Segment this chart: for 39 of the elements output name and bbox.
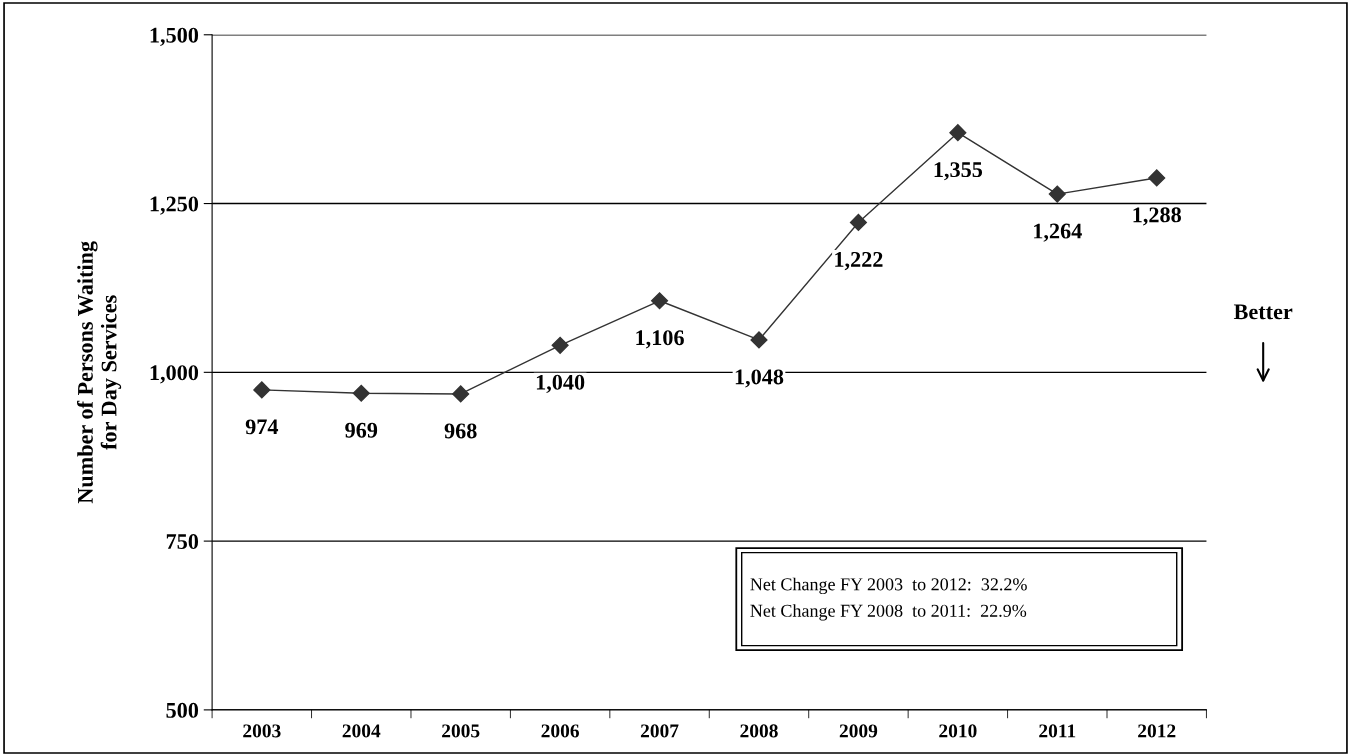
y-tick-label: 1,500 [150, 27, 199, 46]
point [750, 331, 768, 349]
x-tick-label: 2012 [1138, 724, 1176, 738]
y-tick-label: 500 [166, 702, 199, 718]
point [1048, 185, 1066, 203]
text: 1,106 [636, 330, 684, 349]
x-tick-label: 2011 [1039, 724, 1076, 738]
x-tick-label: 2009 [839, 724, 878, 738]
text: 968 [444, 423, 477, 439]
y-tick-label: 1,000 [150, 365, 199, 384]
annotation: Net Change FY 2003 to 2012: 32.2% [750, 577, 1027, 595]
text: 1,040 [536, 374, 585, 393]
point [452, 385, 470, 403]
text: Better [1233, 304, 1293, 320]
point [352, 384, 370, 402]
text: 1,355 [934, 162, 983, 181]
text: 974 [245, 419, 279, 435]
x-tick-label: 2008 [740, 724, 778, 738]
x-tick-label: 2007 [640, 724, 679, 738]
x-tick-label: 2003 [243, 724, 281, 738]
x-tick-label: 2010 [939, 724, 977, 738]
point [1148, 169, 1166, 187]
x-tick-label: 2006 [541, 724, 579, 738]
point [651, 292, 669, 310]
x-tick-label: 2004 [342, 724, 381, 738]
point [949, 124, 967, 142]
point [849, 213, 867, 232]
text: 1,048 [735, 369, 784, 388]
x-tick-label: 2005 [442, 724, 480, 738]
annotation: Net Change FY 2008 to 2011: 22.9% [750, 604, 1027, 621]
text: 969 [345, 422, 378, 438]
text: 1,288 [1133, 207, 1181, 226]
point [253, 381, 271, 399]
y-axis-title: Number of Persons Waiting for Day Services [77, 241, 122, 504]
y-tick-label: 1,250 [150, 196, 199, 215]
text: 1,222 [835, 251, 883, 271]
y-tick-label: 750 [166, 534, 199, 550]
point [551, 336, 569, 354]
text: 1,264 [1034, 223, 1082, 242]
